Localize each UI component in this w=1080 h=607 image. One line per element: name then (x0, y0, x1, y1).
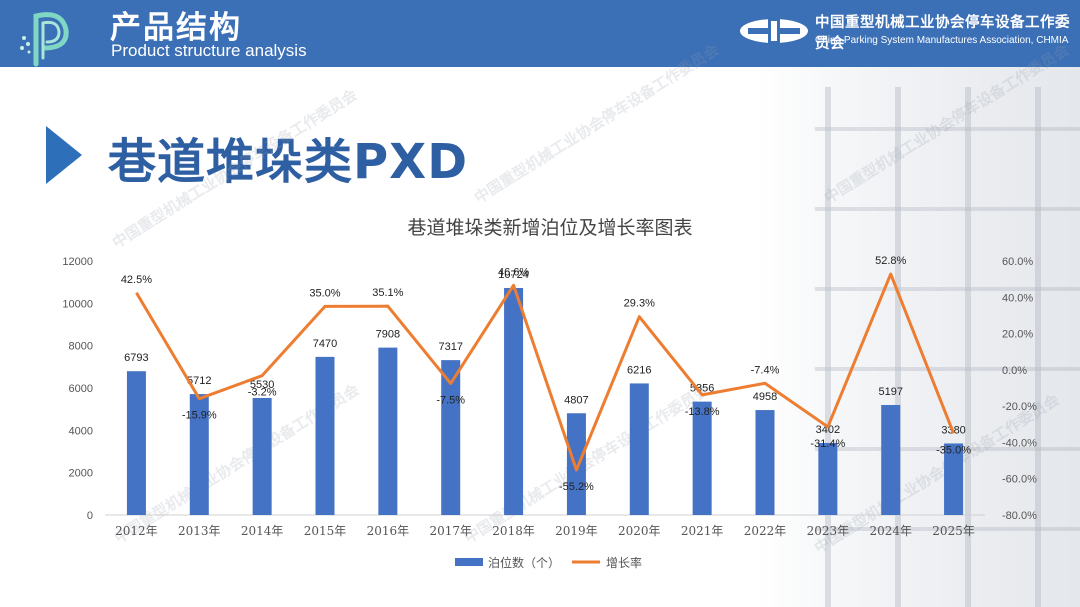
left-axis-tick-label: 0 (87, 510, 93, 522)
bar (944, 443, 964, 515)
bar-value-label: 10724 (498, 269, 529, 281)
x-axis-category-label: 2018年 (492, 524, 535, 538)
bar (818, 442, 838, 515)
bar (189, 394, 209, 515)
left-axis-tick-label: 12000 (62, 256, 93, 268)
x-axis-category-label: 2021年 (681, 524, 724, 538)
growth-rate-label: 35.0% (309, 287, 340, 299)
bar (504, 288, 524, 515)
x-axis-category-label: 2019年 (555, 524, 598, 538)
header-bar: 产品结构 Product structure analysis 中国重型机械工业… (0, 0, 1080, 67)
association-name-cn: 中国重型机械工业协会停车设备工作委员会 (815, 15, 1070, 52)
growth-rate-label: 52.8% (875, 255, 906, 267)
left-axis-tick-label: 8000 (69, 341, 93, 353)
legend-line-label: 增长率 (606, 555, 642, 570)
bar (692, 401, 712, 515)
bar (629, 383, 649, 515)
growth-rate-label: -13.8% (685, 406, 720, 418)
growth-rate-label: 29.3% (624, 298, 655, 310)
growth-rate-label: -15.9% (182, 410, 217, 422)
bar-value-label: 4807 (564, 394, 588, 406)
bar-value-label: 6793 (124, 352, 148, 364)
bar-value-label: 7317 (438, 341, 462, 353)
header-subtitle: Product structure analysis (111, 41, 307, 60)
legend-bar-label: 泊位数（个） (488, 555, 560, 570)
growth-rate-label: -7.4% (751, 364, 780, 376)
right-axis-tick-label: -80.0% (1002, 510, 1037, 522)
legend-bar-swatch (455, 558, 483, 566)
bar-value-label: 5197 (878, 386, 902, 398)
bar (566, 413, 586, 515)
right-axis-tick-label: 0.0% (1002, 365, 1027, 377)
x-axis-category-label: 2020年 (618, 524, 661, 538)
bar-value-label: 7470 (313, 338, 337, 350)
x-axis-category-label: 2016年 (367, 524, 410, 538)
bar-value-label: 7908 (376, 329, 400, 341)
p-logo-icon (20, 12, 69, 67)
right-axis-tick-label: -60.0% (1002, 474, 1037, 486)
bar-value-label: 6216 (627, 364, 651, 376)
x-axis-category-label: 2024年 (869, 524, 912, 538)
growth-rate-label: -55.2% (559, 481, 594, 493)
x-axis-category-label: 2022年 (744, 524, 787, 538)
association-logo-icon (740, 18, 808, 44)
bar-value-label: 5712 (187, 375, 211, 387)
bar (881, 404, 901, 515)
bar-value-label: 4958 (753, 391, 777, 403)
x-axis-category-label: 2013年 (178, 524, 221, 538)
growth-rate-label: 42.5% (121, 274, 152, 286)
x-axis-category-label: 2017年 (429, 524, 472, 538)
bar (252, 397, 272, 515)
bar (755, 410, 775, 515)
left-axis-tick-label: 6000 (69, 383, 93, 395)
growth-rate-label: 46.6% (498, 266, 529, 278)
growth-rate-line (135, 272, 955, 472)
left-axis-tick-label: 2000 (69, 468, 93, 480)
header-title: 产品结构 (110, 10, 242, 46)
bar (441, 360, 461, 515)
right-axis-tick-label: 20.0% (1002, 329, 1033, 341)
left-axis-tick-label: 4000 (69, 425, 93, 437)
bar-value-label: 3402 (816, 424, 840, 436)
bar (315, 356, 335, 515)
right-axis-tick-label: -20.0% (1002, 401, 1037, 413)
section-arrow-icon (46, 126, 82, 184)
growth-rate-label: 35.1% (372, 287, 403, 299)
section-title: 巷道堆垛类PXD (108, 134, 469, 190)
bar (378, 347, 398, 515)
bar (126, 371, 146, 515)
x-axis-category-label: 2014年 (241, 524, 284, 538)
growth-rate-label: -3.2% (248, 387, 277, 399)
growth-rate-label: -35.0% (936, 444, 971, 456)
x-axis-category-label: 2025年 (932, 524, 975, 538)
right-axis-tick-label: -40.0% (1002, 437, 1037, 449)
growth-rate-label: -7.5% (436, 394, 465, 406)
bar-value-label: 5530 (250, 379, 274, 391)
growth-rate-label: -31.4% (810, 438, 845, 450)
association-name-en: China Parking System Manufactures Associ… (815, 35, 1069, 46)
x-axis-category-label: 2012年 (115, 524, 158, 538)
left-axis-tick-label: 10000 (62, 298, 93, 310)
right-axis-tick-label: 60.0% (1002, 256, 1033, 268)
right-axis-tick-label: 40.0% (1002, 292, 1033, 304)
x-axis-category-label: 2015年 (304, 524, 347, 538)
chart-title: 巷道堆垛类新增泊位及增长率图表 (407, 217, 692, 239)
x-axis-category-label: 2023年 (807, 524, 850, 538)
chart: 巷道堆垛类新增泊位及增长率图表 0 2000 4000 6000 8000 10000 12… (62, 217, 1037, 570)
